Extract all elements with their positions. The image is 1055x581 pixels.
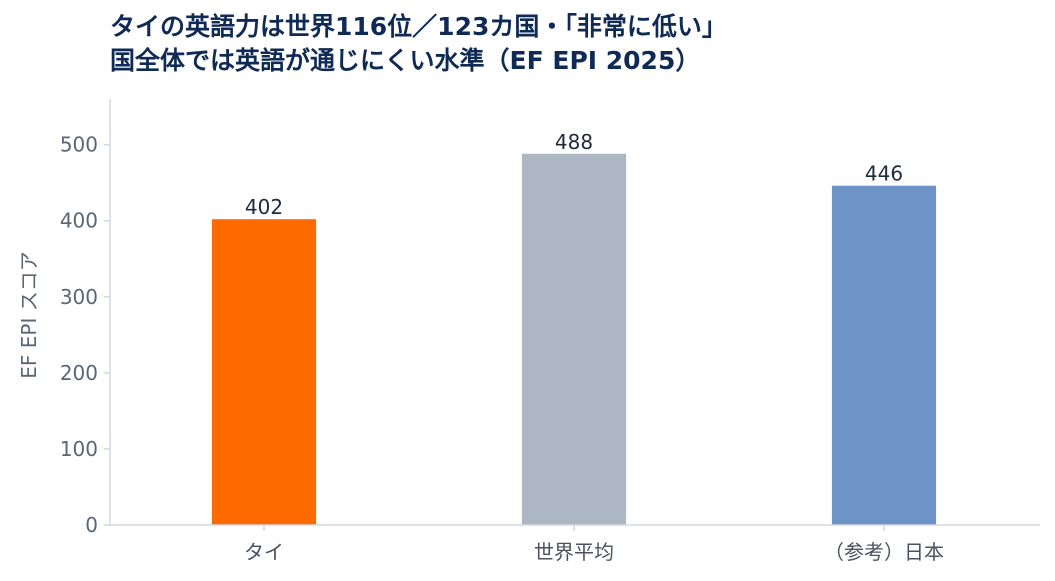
x-category-label: 世界平均 xyxy=(534,540,614,564)
bar-data-label: 488 xyxy=(555,130,593,154)
chart-title-line-2: 国全体では英語が通じにくい水準（EF EPI 2025） xyxy=(110,46,701,75)
x-axis: タイ 世界平均 （参考）日本 xyxy=(110,524,1040,564)
y-axis-title: EF EPI スコア xyxy=(17,251,41,378)
y-tick-label: 0 xyxy=(85,513,98,537)
y-tick-label: 400 xyxy=(60,209,98,233)
x-category-label: （参考）日本 xyxy=(824,540,944,564)
bar xyxy=(211,219,317,525)
bar-data-label: 446 xyxy=(865,162,903,186)
y-tick-label: 200 xyxy=(60,361,98,385)
bar xyxy=(521,153,627,525)
bars: 402 488 446 xyxy=(211,130,937,525)
y-tick-label: 100 xyxy=(60,437,98,461)
chart-title: タイの英語力は世界116位／123カ国・「非常に低い」 国全体では英語が通じにく… xyxy=(110,10,727,78)
bar-data-label: 402 xyxy=(245,195,283,219)
x-category-label: タイ xyxy=(244,540,284,564)
y-tick-label: 300 xyxy=(60,285,98,309)
y-tick-label: 500 xyxy=(60,133,98,157)
chart-title-line-1: タイの英語力は世界116位／123カ国・「非常に低い」 xyxy=(110,12,727,41)
bar xyxy=(831,185,937,525)
y-axis: 0 100 200 300 400 500 xyxy=(60,99,111,537)
